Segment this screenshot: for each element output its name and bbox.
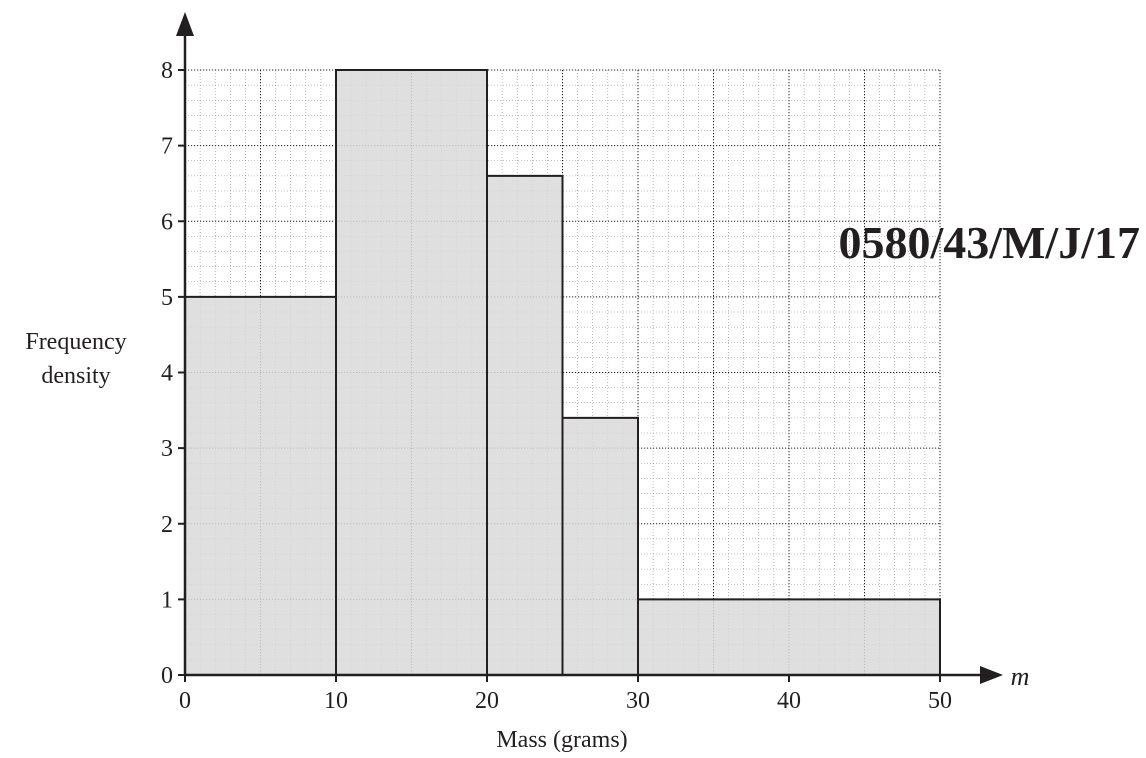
x-tick-label: 40 (777, 688, 801, 714)
y-tick-label: 2 (161, 512, 173, 538)
axes (176, 12, 1003, 684)
histogram-bars (184, 69, 941, 676)
tick-labels: 0 10 20 30 40 50 0 1 2 3 4 5 6 7 8 (161, 58, 952, 714)
x-tick-label: 20 (475, 688, 499, 714)
y-tick-label: 7 (161, 134, 173, 160)
y-axis-label-line-2: density (41, 363, 110, 389)
y-tick-label: 5 (161, 285, 173, 311)
histogram-bar-4 (561, 416, 639, 676)
x-axis-variable: m (1011, 662, 1030, 691)
y-axis-label-line-1: Frequency (25, 329, 126, 355)
histogram-bar-5 (637, 598, 941, 676)
y-tick-label: 8 (161, 58, 173, 84)
x-axis-arrow (980, 666, 1003, 684)
y-tick-label: 0 (161, 663, 173, 689)
x-tick-label: 0 (179, 688, 191, 714)
histogram-bar-2 (335, 69, 488, 676)
paper-code-annotation: 0580/43/M/J/17 (838, 217, 1140, 268)
histogram-bar-3 (486, 174, 564, 676)
x-tick-label: 10 (324, 688, 348, 714)
y-tick-label: 6 (161, 209, 173, 235)
x-tick-label: 30 (626, 688, 650, 714)
y-tick-label: 4 (161, 361, 173, 387)
x-axis-label: Mass (grams) (496, 727, 627, 753)
x-tick-label: 50 (928, 688, 952, 714)
histogram-bar-1 (184, 295, 337, 676)
y-axis-arrow (176, 12, 194, 36)
y-tick-label: 3 (161, 436, 173, 462)
y-tick-label: 1 (161, 587, 173, 613)
